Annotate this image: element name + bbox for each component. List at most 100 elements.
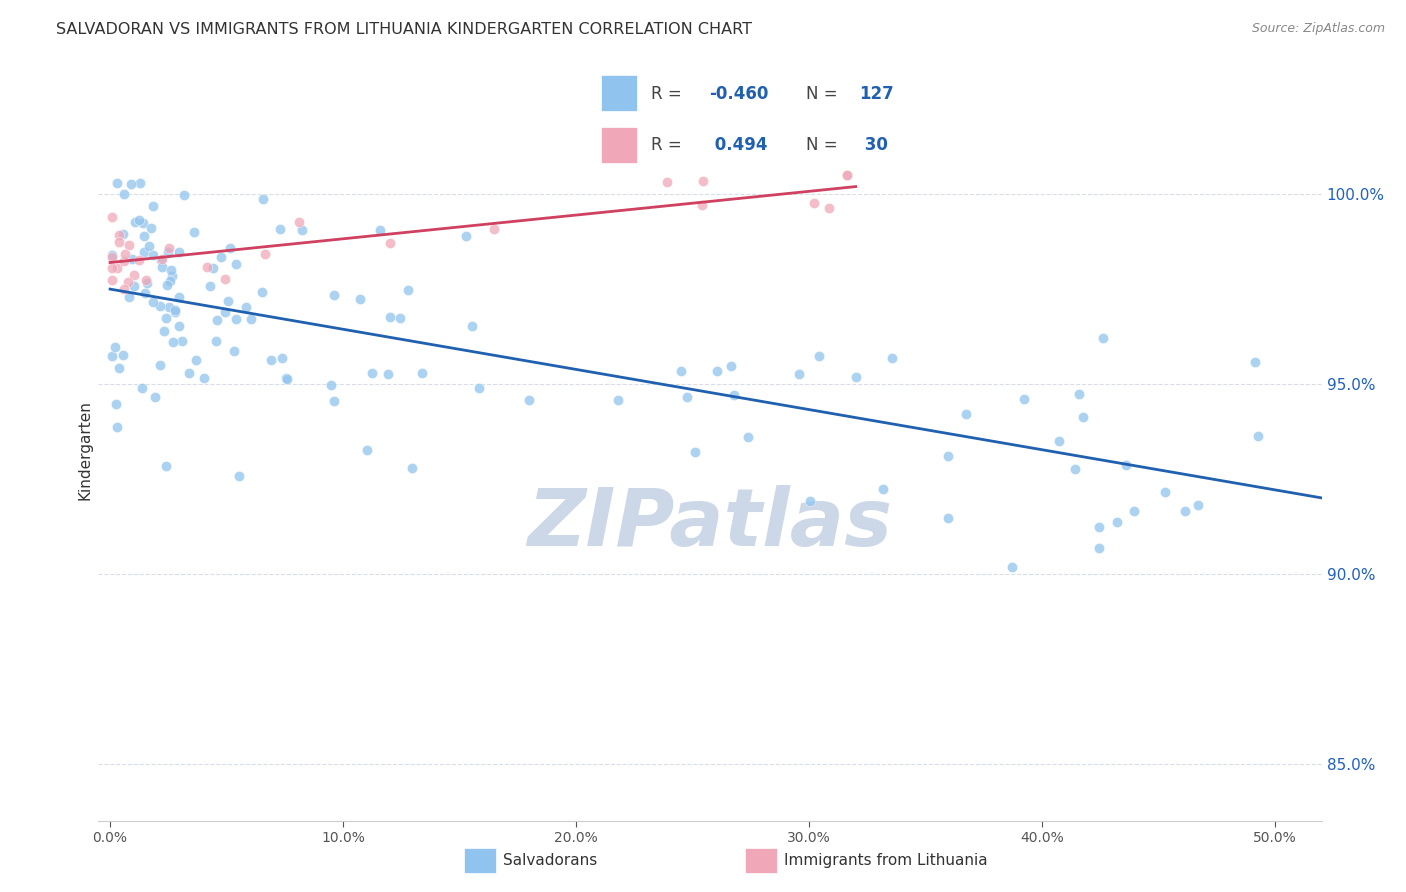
Point [129,176,152,190]
Point [202,260,225,275]
Point [134,285,156,300]
Point [131,381,153,395]
Point [370,223,392,237]
Point [235,301,257,315]
Point [149,299,172,313]
Point [669,364,692,378]
Point [169,290,191,304]
Point [112,348,135,362]
Point [143,390,166,404]
Point [360,366,382,380]
Point [135,273,157,287]
Bar [464,848,496,873]
Point [692,173,714,187]
Point [172,334,194,349]
Point [955,407,977,421]
Point [737,429,759,443]
Point [882,351,904,365]
Text: 30: 30 [859,136,889,154]
Point [198,278,221,293]
Text: ZIPatlas: ZIPatlas [527,485,893,564]
Point [134,245,156,260]
Point [349,292,371,306]
Point [117,290,139,304]
Point [1047,434,1070,449]
Point [270,351,292,366]
Point [139,221,162,235]
Bar [745,848,778,873]
Point [124,214,146,228]
Point [269,222,291,236]
Point [845,369,868,384]
Point [132,216,155,230]
Text: R =: R = [651,85,688,103]
Point [120,178,142,192]
Point [150,252,173,267]
Point [411,366,433,380]
Point [389,311,412,326]
Point [205,334,228,348]
Point [252,193,274,207]
Point [690,197,713,211]
Point [193,371,215,385]
Point [706,364,728,378]
Point [322,393,344,408]
Point [655,175,678,189]
Point [378,310,401,325]
Text: R =: R = [651,136,688,154]
Point [1174,503,1197,517]
Point [159,263,181,277]
Point [142,295,165,310]
Point [142,248,165,262]
Point [107,235,129,249]
Point [401,461,423,475]
Point [118,237,141,252]
Point [872,482,894,496]
Bar [602,75,637,111]
Point [163,304,186,318]
Point [112,282,135,296]
Point [114,246,136,260]
Point [461,318,484,333]
Point [156,244,179,259]
Point [149,358,172,372]
Point [1088,520,1111,534]
Point [173,187,195,202]
Point [799,493,821,508]
Point [276,372,298,386]
Point [104,340,127,354]
Point [225,257,247,271]
Point [218,294,240,309]
Point [184,353,207,368]
Point [274,371,297,385]
Point [101,248,124,262]
Text: Immigrants from Lithuania: Immigrants from Lithuania [785,854,987,868]
Point [835,168,858,182]
Point [124,278,146,293]
Point [138,238,160,252]
Point [135,276,157,290]
Text: SALVADORAN VS IMMIGRANTS FROM LITHUANIA KINDERGARTEN CORRELATION CHART: SALVADORAN VS IMMIGRANTS FROM LITHUANIA … [56,22,752,37]
Point [218,241,240,255]
Point [1154,485,1177,500]
Text: 0.494: 0.494 [709,136,768,154]
Text: 127: 127 [859,85,894,103]
Point [101,260,124,275]
Point [167,244,190,259]
Point [167,318,190,333]
Point [209,250,232,264]
Point [835,168,858,182]
Point [378,236,401,251]
Point [1067,387,1090,401]
Point [107,176,129,190]
Point [519,393,541,408]
Point [720,359,742,374]
Point [454,229,477,244]
Point [240,312,263,326]
Point [121,252,143,267]
Point [288,215,311,229]
Point [162,334,184,349]
Point [179,367,201,381]
Point [1071,409,1094,424]
Point [254,247,277,261]
